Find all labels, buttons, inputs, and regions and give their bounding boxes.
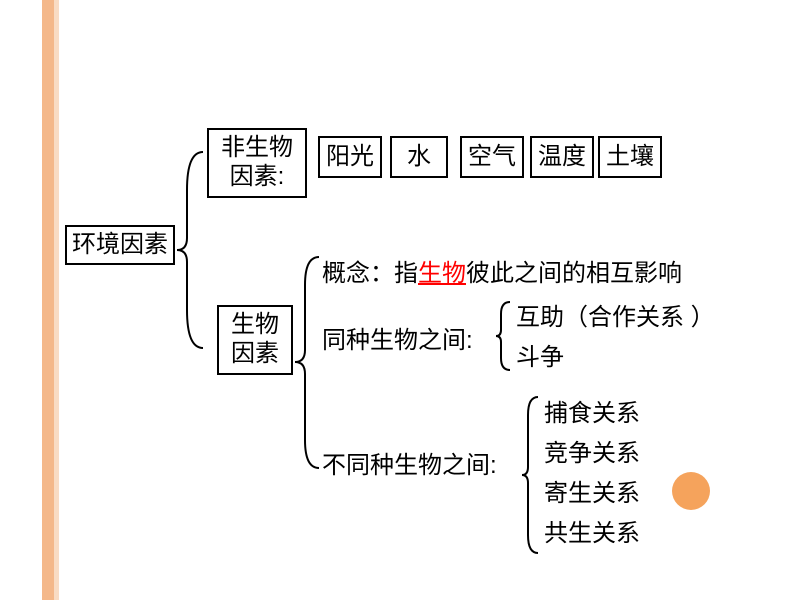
brace-root (175, 150, 205, 350)
concept-highlight: 生物 (418, 260, 466, 287)
biotic-box: 生物 因素 (217, 305, 293, 375)
concept-prefix: 概念：指 (322, 260, 418, 287)
abiotic-label: 非生物 因素: (221, 134, 293, 192)
biotic-label: 生物 因素 (231, 311, 279, 369)
same-species-label: 同种生物之间: (322, 325, 473, 356)
diff-item-0: 捕食关系 (544, 398, 640, 429)
concept-suffix: 彼此之间的相互影响 (466, 260, 682, 287)
decorative-circle (672, 472, 710, 510)
same-item-1: 斗争 (516, 342, 564, 373)
brace-biotic (293, 255, 321, 470)
abiotic-box: 非生物 因素: (207, 128, 307, 198)
abiotic-item-sunlight: 阳光 (318, 136, 382, 178)
diff-item-2: 寄生关系 (544, 478, 640, 509)
root-label: 环境因素 (72, 231, 168, 260)
diff-item-3: 共生关系 (544, 518, 640, 549)
root-box: 环境因素 (65, 225, 175, 265)
abiotic-item-air: 空气 (460, 136, 524, 178)
brace-same (494, 300, 512, 372)
abiotic-item-water: 水 (390, 136, 448, 178)
diff-item-1: 竞争关系 (544, 438, 640, 469)
diff-species-label: 不同种生物之间: (322, 450, 497, 481)
brace-diff (520, 395, 540, 555)
abiotic-item-soil: 土壤 (598, 136, 662, 178)
decorative-stripe-1 (42, 0, 54, 600)
decorative-stripe-2 (54, 0, 59, 600)
same-item-0: 互助（合作关系 ） (516, 302, 715, 333)
concept-line: 概念：指生物彼此之间的相互影响 (322, 258, 682, 289)
abiotic-item-temperature: 温度 (530, 136, 594, 178)
